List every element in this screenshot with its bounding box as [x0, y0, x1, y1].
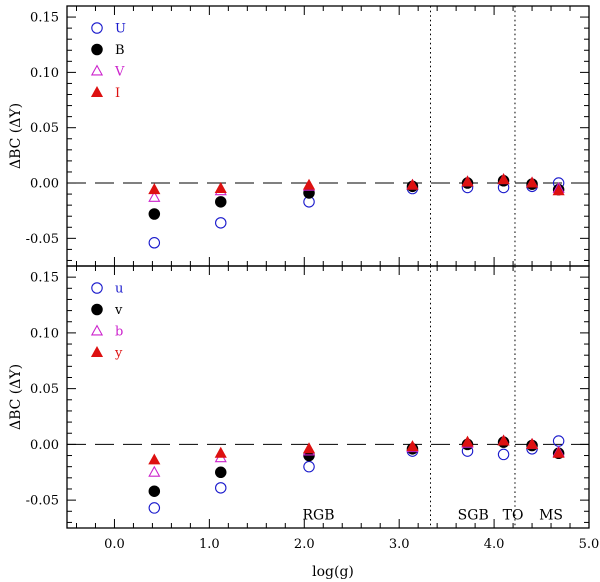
- data-point: [406, 178, 419, 190]
- data-point: [406, 440, 419, 452]
- data-point: [552, 184, 565, 196]
- panel-frame: [66, 265, 590, 529]
- legend-marker: [90, 85, 104, 97]
- x-tick-label: 0.0: [104, 537, 125, 552]
- legend-marker: [91, 303, 103, 316]
- legend-label: V: [114, 65, 125, 80]
- data-point: [525, 437, 539, 449]
- y-axis-label-bottom: ΔBC (ΔY): [8, 364, 24, 430]
- x-tick-label: 2.0: [294, 537, 315, 552]
- data-point: [148, 190, 161, 202]
- legend-label: B: [115, 43, 125, 58]
- data-point: [214, 446, 227, 458]
- data-point: [461, 175, 474, 187]
- x-tick-label: 1.0: [199, 537, 220, 552]
- data-point: [148, 453, 161, 465]
- region-label: TO: [503, 508, 524, 524]
- data-point: [461, 435, 474, 447]
- data-point: [148, 183, 161, 195]
- data-point: [302, 442, 316, 454]
- legend-label: I: [115, 86, 120, 101]
- region-label: SGB: [458, 508, 489, 524]
- legend-marker: [90, 345, 104, 357]
- legend-marker: [91, 43, 103, 56]
- data-point: [215, 466, 227, 479]
- x-tick-label: 3.0: [389, 537, 410, 552]
- y-tick-label: 0.15: [30, 271, 59, 286]
- region-label: MS: [539, 508, 563, 524]
- data-point: [215, 482, 227, 494]
- data-point: [302, 178, 316, 190]
- data-point: [525, 176, 539, 188]
- legend-label: y: [114, 346, 123, 361]
- legend-marker: [90, 64, 104, 76]
- region-label: RGB: [303, 508, 335, 524]
- data-point: [148, 465, 161, 477]
- legend-label: u: [115, 282, 123, 297]
- y-tick-label: -0.05: [26, 232, 59, 247]
- data-point: [497, 434, 510, 446]
- y-tick-label: 0.00: [30, 177, 59, 192]
- legend-marker: [91, 282, 103, 294]
- data-point: [148, 237, 161, 249]
- data-point: [215, 217, 227, 229]
- data-point: [148, 485, 161, 497]
- data-point: [214, 182, 227, 193]
- y-tick-label: 0.15: [30, 11, 59, 26]
- legend-marker: [91, 22, 103, 34]
- x-tick-label: 5.0: [579, 537, 600, 552]
- data-point: [303, 460, 315, 473]
- legend-marker: [90, 324, 104, 336]
- data-point: [215, 196, 227, 208]
- y-tick-label: 0.10: [30, 66, 59, 81]
- y-tick-label: 0.00: [30, 438, 59, 453]
- data-point: [497, 448, 510, 461]
- y-axis-label-top: ΔBC (ΔY): [8, 103, 24, 169]
- y-tick-label: 0.10: [30, 326, 59, 341]
- legend-label: U: [115, 22, 126, 37]
- data-point: [148, 502, 161, 514]
- legend-label: b: [115, 325, 123, 340]
- legend-label: v: [114, 303, 123, 318]
- data-point: [497, 173, 510, 185]
- data-point: [148, 208, 161, 220]
- y-tick-label: 0.05: [30, 382, 59, 397]
- x-tick-label: 4.0: [484, 537, 505, 552]
- y-tick-label: 0.05: [30, 121, 59, 136]
- y-tick-label: -0.05: [26, 494, 59, 509]
- data-point: [552, 446, 565, 458]
- x-axis-label: log(g): [312, 564, 354, 580]
